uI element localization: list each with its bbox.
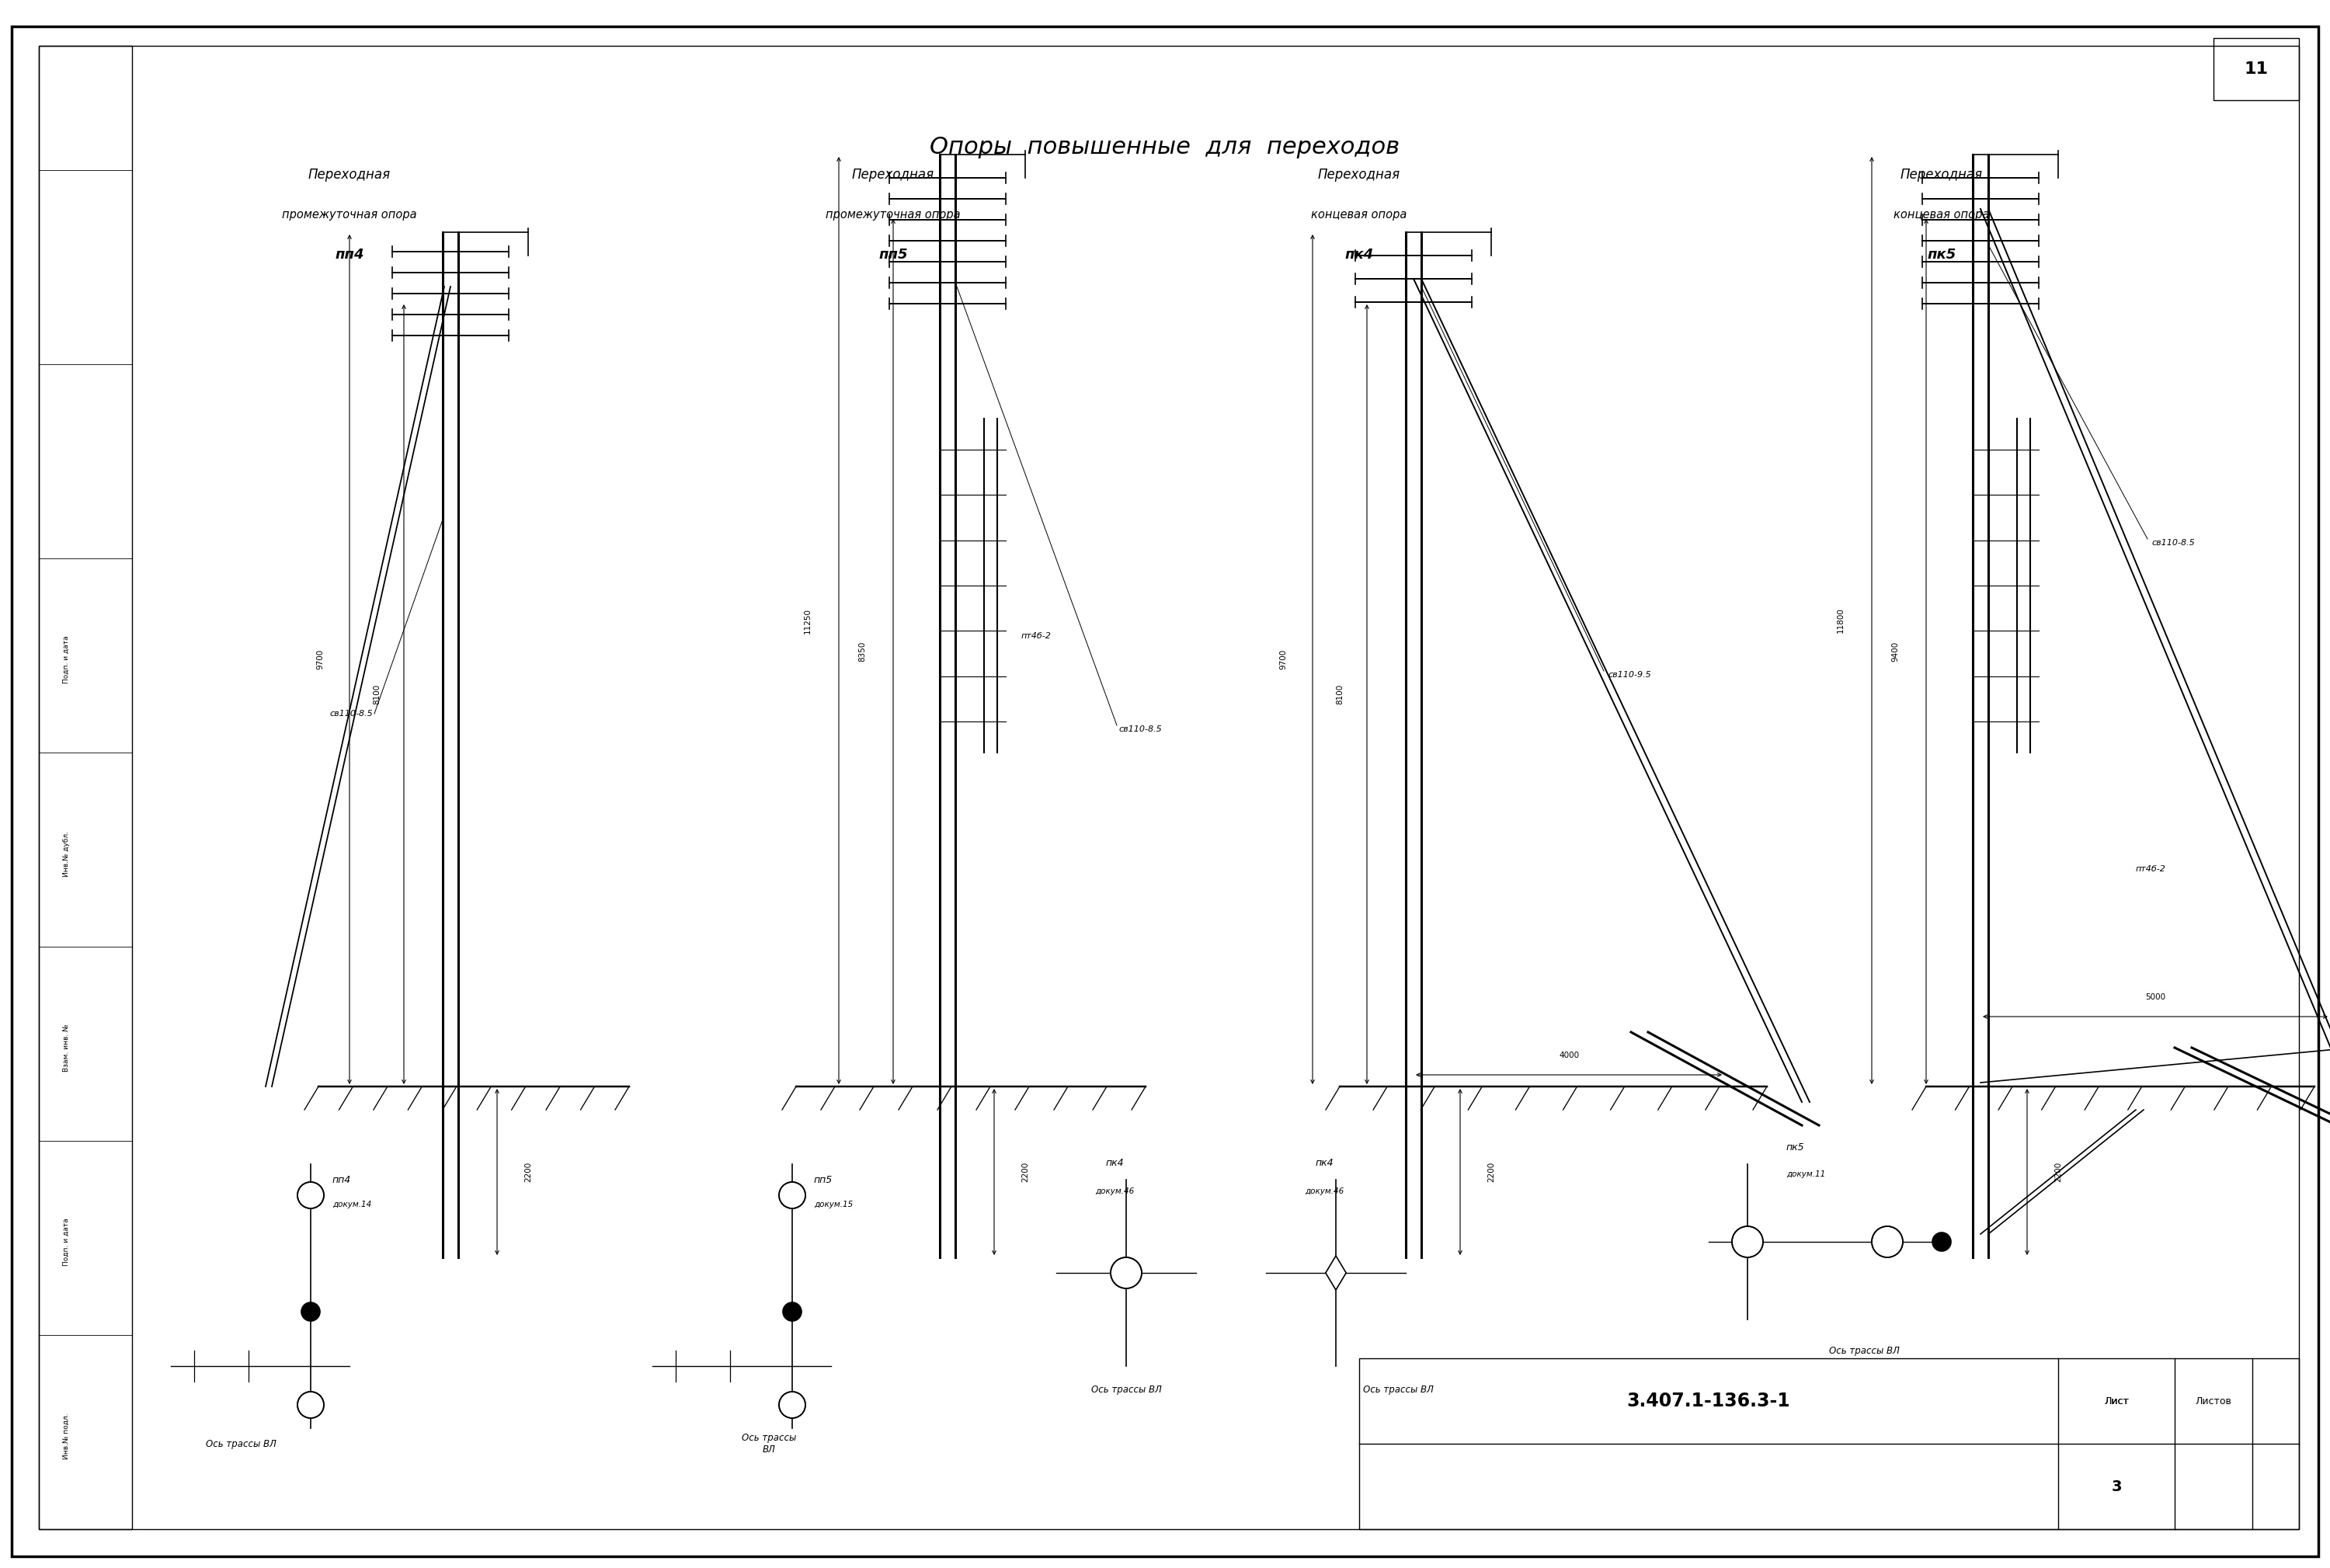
Text: пк4: пк4 xyxy=(1344,248,1375,262)
Text: докум.46: докум.46 xyxy=(1305,1187,1344,1195)
Bar xyxy=(2214,38,2300,100)
Circle shape xyxy=(1871,1226,1904,1258)
Text: 4000: 4000 xyxy=(1559,1052,1580,1060)
Circle shape xyxy=(1111,1258,1142,1289)
Circle shape xyxy=(778,1182,806,1209)
Text: Ось трассы
ВЛ: Ось трассы ВЛ xyxy=(741,1433,797,1455)
Text: пп4: пп4 xyxy=(336,248,363,262)
Bar xyxy=(40,45,133,1529)
Circle shape xyxy=(301,1303,319,1320)
Text: Листов: Листов xyxy=(2195,1396,2232,1406)
Text: концевая опора: концевая опора xyxy=(1312,209,1407,221)
Text: Ось трассы ВЛ: Ось трассы ВЛ xyxy=(205,1439,275,1449)
Circle shape xyxy=(1731,1226,1764,1258)
Polygon shape xyxy=(1326,1256,1347,1290)
Text: промежуточная опора: промежуточная опора xyxy=(282,209,417,221)
Text: пп4: пп4 xyxy=(333,1174,352,1185)
Text: докум.14: докум.14 xyxy=(333,1201,370,1209)
Circle shape xyxy=(298,1392,324,1417)
Text: 3.407.1-136.3-1: 3.407.1-136.3-1 xyxy=(1626,1392,1789,1410)
Text: пп5: пп5 xyxy=(878,248,909,262)
Text: 11: 11 xyxy=(2244,61,2267,77)
Text: 2200: 2200 xyxy=(1487,1162,1496,1182)
Text: докум.15: докум.15 xyxy=(813,1201,853,1209)
Text: 9700: 9700 xyxy=(317,649,324,670)
Text: 2200: 2200 xyxy=(2055,1162,2062,1182)
Text: Инв.№ дубл.: Инв.№ дубл. xyxy=(63,831,70,877)
Text: докум.46: докум.46 xyxy=(1095,1187,1135,1195)
Text: Переходная: Переходная xyxy=(1319,168,1400,182)
Text: 9700: 9700 xyxy=(1279,649,1286,670)
Text: пп5: пп5 xyxy=(813,1174,832,1185)
Text: Подп. и дата: Подп. и дата xyxy=(63,635,70,684)
Circle shape xyxy=(778,1392,806,1417)
Text: пк4: пк4 xyxy=(1314,1157,1333,1168)
Circle shape xyxy=(298,1182,324,1209)
Text: 8100: 8100 xyxy=(1335,684,1344,704)
Text: Переходная: Переходная xyxy=(1901,168,1983,182)
Text: Переходная: Переходная xyxy=(308,168,391,182)
Text: пк4: пк4 xyxy=(1104,1157,1123,1168)
Text: 2200: 2200 xyxy=(1021,1162,1030,1182)
Text: пк5: пк5 xyxy=(1927,248,1957,262)
Text: Переходная: Переходная xyxy=(853,168,934,182)
Text: докум.11: докум.11 xyxy=(1787,1170,1824,1178)
Text: Ось трассы ВЛ: Ось трассы ВЛ xyxy=(1363,1385,1433,1394)
Text: 5000: 5000 xyxy=(2146,993,2165,1000)
Text: Ось трассы ВЛ: Ось трассы ВЛ xyxy=(1829,1345,1899,1356)
Text: пт4б-2: пт4б-2 xyxy=(2137,866,2167,873)
Text: промежуточная опора: промежуточная опора xyxy=(825,209,960,221)
Text: Лист: Лист xyxy=(2104,1396,2130,1406)
Text: Подп. и дата: Подп. и дата xyxy=(63,1218,70,1265)
Text: пк5: пк5 xyxy=(1787,1143,1806,1152)
Circle shape xyxy=(1932,1232,1950,1251)
Text: Опоры  повышенные  для  переходов: Опоры повышенные для переходов xyxy=(930,135,1400,158)
Bar xyxy=(1358,1358,2300,1529)
Text: пт4б-2: пт4б-2 xyxy=(1021,632,1051,640)
Text: 11250: 11250 xyxy=(804,608,811,633)
Text: концевая опора: концевая опора xyxy=(1894,209,1990,221)
Text: св110-8.5: св110-8.5 xyxy=(1118,726,1163,734)
Text: 8100: 8100 xyxy=(373,684,380,704)
Text: Ось трассы ВЛ: Ось трассы ВЛ xyxy=(1090,1385,1160,1394)
Circle shape xyxy=(783,1303,802,1320)
Text: 11800: 11800 xyxy=(1836,608,1845,633)
Text: Взам. инв. №: Взам. инв. № xyxy=(63,1024,70,1071)
Text: 8350: 8350 xyxy=(857,641,867,662)
Text: св110-8.5: св110-8.5 xyxy=(329,710,373,718)
Text: 9400: 9400 xyxy=(1892,641,1899,662)
Text: Лист: Лист xyxy=(2104,1396,2130,1406)
Text: св110-8.5: св110-8.5 xyxy=(2151,539,2195,547)
Text: Инв.№ подл.: Инв.№ подл. xyxy=(63,1413,70,1460)
Text: св110-9.5: св110-9.5 xyxy=(1608,671,1652,679)
Text: 2200: 2200 xyxy=(524,1162,531,1182)
Text: 3: 3 xyxy=(2111,1479,2123,1494)
